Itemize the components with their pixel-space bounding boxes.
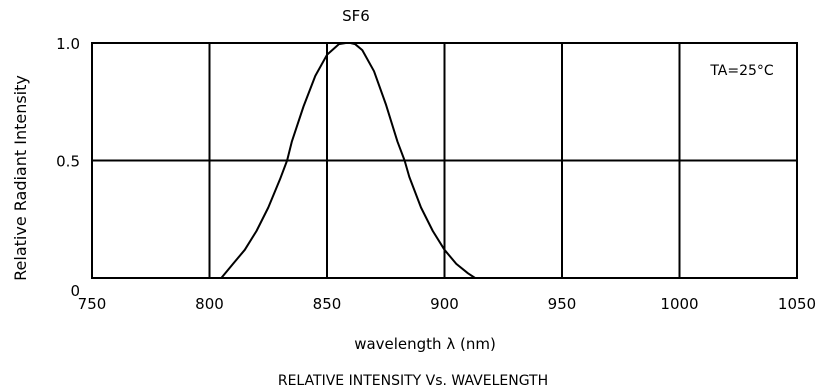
temperature-annotation: TA=25°C <box>709 63 774 79</box>
y-tick-label: 1.0 <box>56 35 80 53</box>
curve-group <box>220 42 476 279</box>
grid-lines <box>92 43 797 278</box>
x-tick-label: 900 <box>430 295 459 313</box>
tick-labels: 750 800 850 900 950 1000 1050 0 0.5 1.0 <box>56 35 816 313</box>
x-tick-label: 850 <box>313 295 342 313</box>
x-tick-label: 950 <box>548 295 577 313</box>
intensity-curve-0 <box>220 42 476 279</box>
y-axis-label: Relative Radiant Intensity <box>11 75 30 281</box>
x-tick-label: 750 <box>78 295 107 313</box>
x-tick-label: 1000 <box>660 295 698 313</box>
y-tick-label: 0 <box>70 282 80 300</box>
x-axis-label: wavelength λ (nm) <box>354 335 496 353</box>
plot-frame <box>91 42 798 279</box>
figure-caption: RELATIVE INTENSITY Vs. WAVELENGTH <box>278 373 548 389</box>
x-tick-label: 1050 <box>778 295 816 313</box>
x-tick-label: 800 <box>195 295 224 313</box>
chart-title: SF6 <box>342 7 370 25</box>
y-tick-label: 0.5 <box>56 153 80 171</box>
